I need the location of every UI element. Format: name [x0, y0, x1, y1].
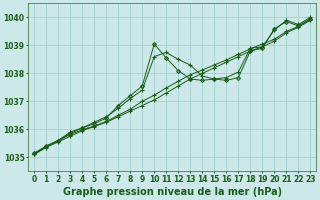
X-axis label: Graphe pression niveau de la mer (hPa): Graphe pression niveau de la mer (hPa): [63, 187, 282, 197]
